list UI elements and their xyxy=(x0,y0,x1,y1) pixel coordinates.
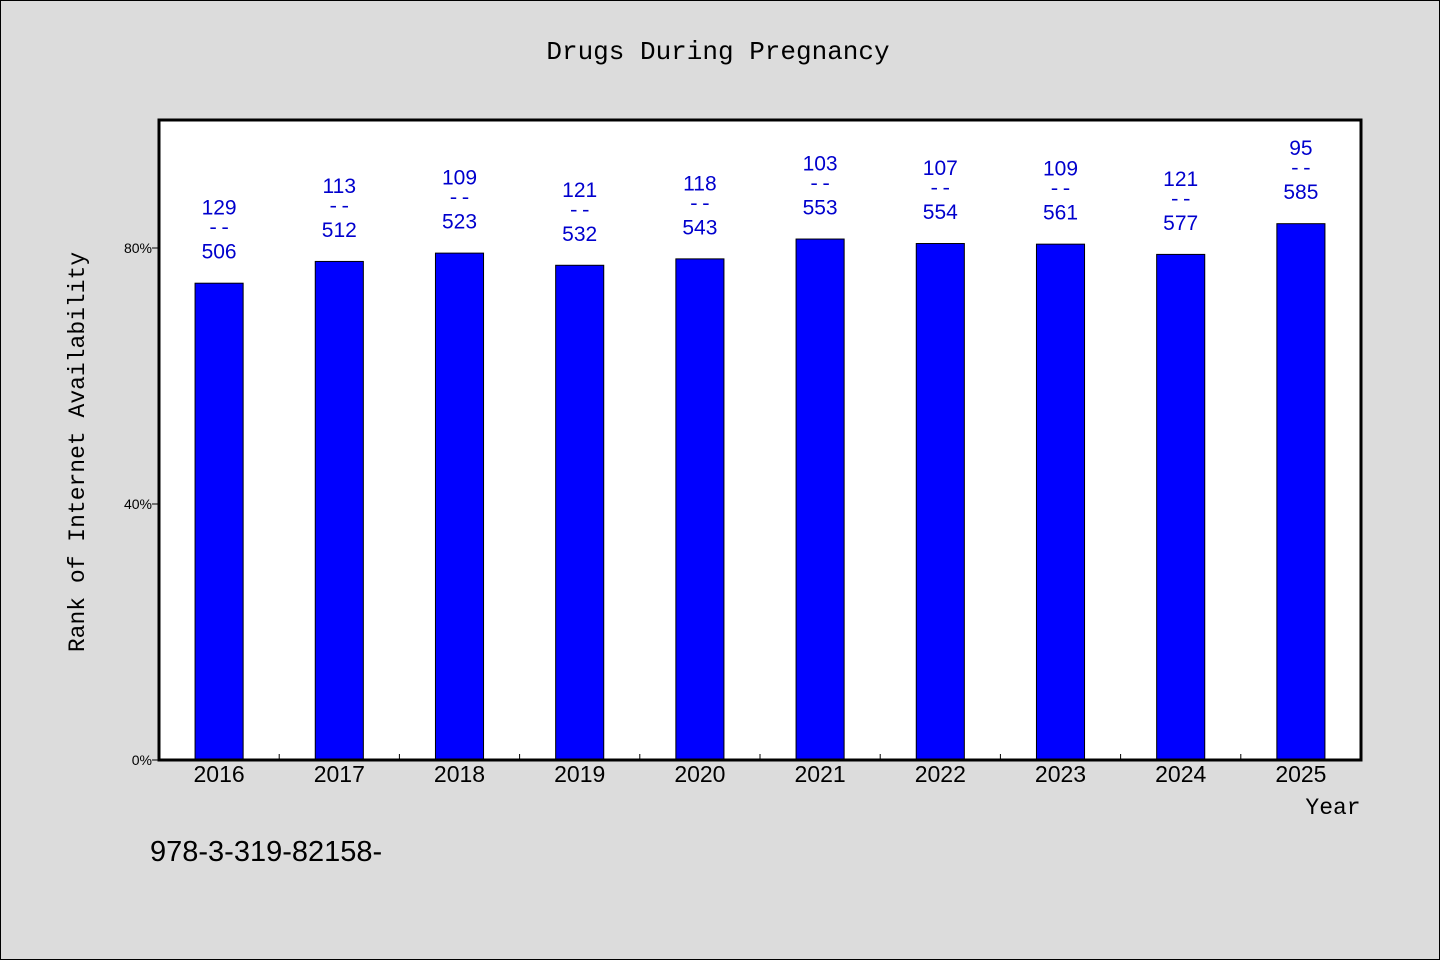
y-tick-label: 40% xyxy=(124,496,152,512)
bar-2018 xyxy=(434,252,485,761)
x-tick-label: 2022 xyxy=(915,761,966,787)
data-label-total: 532 xyxy=(562,223,597,246)
bar-2024 xyxy=(1156,253,1206,761)
data-label-total: 577 xyxy=(1163,212,1198,235)
data-label-separator: -- xyxy=(1289,158,1313,181)
data-label-separator: -- xyxy=(207,218,231,241)
data-label-rank: 95 xyxy=(1289,137,1312,160)
x-tick-label: 2024 xyxy=(1155,761,1206,787)
data-label-rank: 121 xyxy=(1163,168,1198,191)
data-label-rank: 129 xyxy=(202,197,237,220)
data-label-rank: 118 xyxy=(683,172,716,195)
bar-2023 xyxy=(1035,243,1086,761)
x-tick-label: 2023 xyxy=(1035,761,1086,787)
data-label-separator: -- xyxy=(447,188,471,211)
data-label-total: 512 xyxy=(322,219,357,242)
data-label-rank: 121 xyxy=(562,179,597,202)
x-axis-label: Year xyxy=(1305,795,1360,821)
bar-2025 xyxy=(1276,223,1326,761)
x-tick-label: 2016 xyxy=(194,761,245,787)
data-label-separator: -- xyxy=(928,178,952,201)
data-label-rank: 113 xyxy=(323,175,356,198)
y-tick-label: 80% xyxy=(124,240,152,256)
x-tick-label: 2017 xyxy=(314,761,365,787)
data-label-separator: -- xyxy=(1169,189,1193,212)
data-label-total: 543 xyxy=(682,216,717,239)
x-tick-label: 2025 xyxy=(1275,761,1326,787)
bars-group xyxy=(194,223,1326,761)
y-axis-ticks: 0% 40% 80% xyxy=(124,240,159,768)
data-label-separator: -- xyxy=(688,193,712,216)
data-label-rank: 109 xyxy=(1043,158,1078,181)
x-tick-label: 2019 xyxy=(554,761,605,787)
data-label-rank: 107 xyxy=(923,157,958,180)
footer-text: 978-3-319-82158- xyxy=(150,836,382,868)
bar-2016 xyxy=(194,282,244,761)
x-axis-ticks: 2016 2017 2018 2019 2020 2021 2022 2023 2024 2025 xyxy=(194,754,1326,787)
data-label-rank: 109 xyxy=(442,167,477,190)
bar-2021 xyxy=(795,238,845,761)
data-label-separator: -- xyxy=(1048,179,1072,202)
y-tick-label: 0% xyxy=(132,752,152,768)
data-labels-group: 129--506113--512109--523121--532118--543… xyxy=(202,137,1319,264)
data-label-total: 561 xyxy=(1043,202,1078,225)
bar-2017 xyxy=(314,260,364,761)
y-axis-label: Rank of Internet Availability xyxy=(65,252,91,652)
bar-2020 xyxy=(675,258,725,761)
bar-2019 xyxy=(555,264,605,761)
data-label-total: 506 xyxy=(202,241,237,264)
bar-2022 xyxy=(915,243,965,761)
data-label-total: 523 xyxy=(442,211,477,234)
data-label-separator: -- xyxy=(808,174,832,197)
chart-title: Drugs During Pregnancy xyxy=(546,37,889,67)
data-label-total: 554 xyxy=(923,201,958,224)
data-label-separator: -- xyxy=(327,196,351,219)
x-tick-label: 2021 xyxy=(795,761,846,787)
data-label-separator: -- xyxy=(568,200,592,223)
x-tick-label: 2018 xyxy=(434,761,485,787)
data-label-total: 553 xyxy=(803,197,838,220)
data-label-total: 585 xyxy=(1283,181,1318,204)
data-label-rank: 103 xyxy=(803,153,838,176)
x-tick-label: 2020 xyxy=(674,761,725,787)
